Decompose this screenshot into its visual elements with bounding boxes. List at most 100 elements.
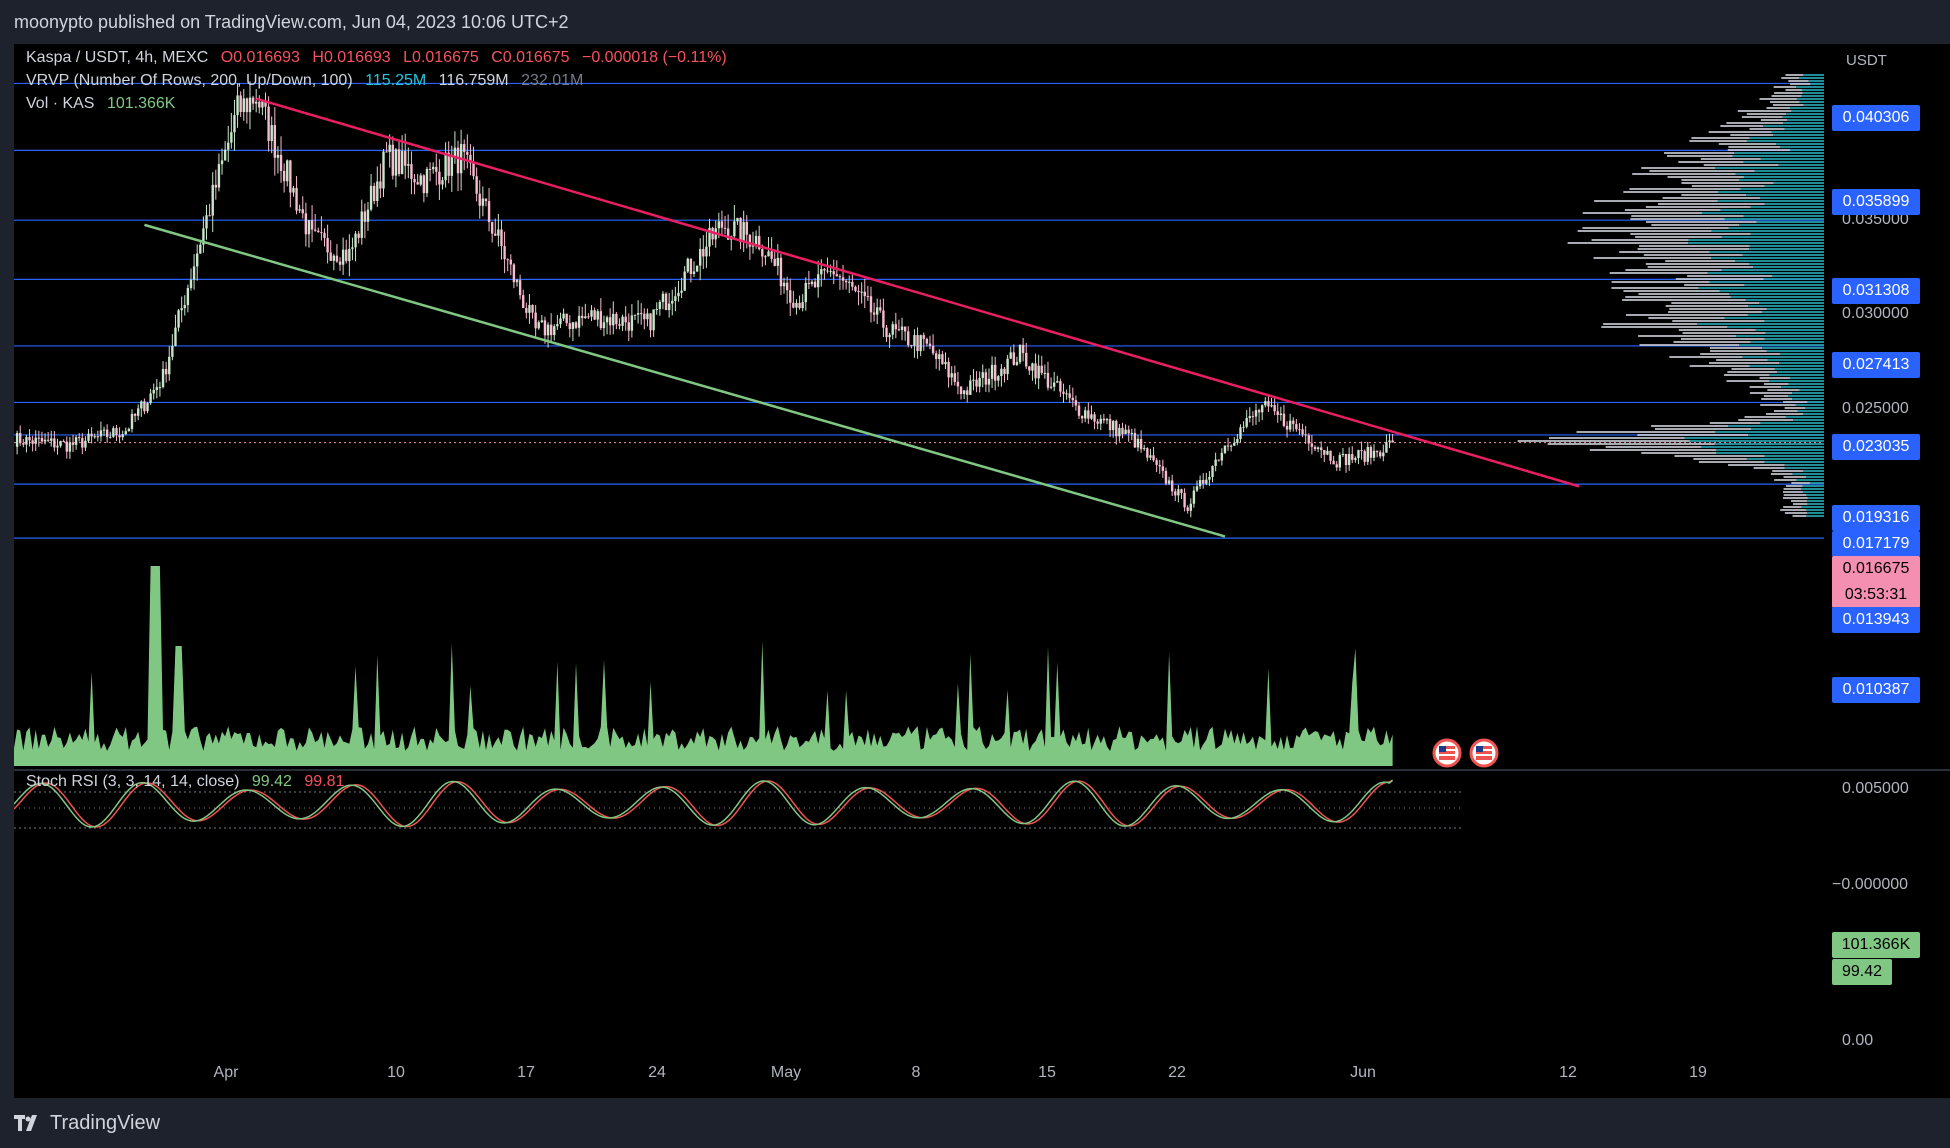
- candle-body: [1040, 365, 1043, 373]
- candle-body: [866, 296, 870, 298]
- vrvp-bar-down: [1517, 440, 1690, 442]
- vrvp-bar-up: [1795, 404, 1824, 406]
- level-tag[interactable]: 0.017179: [1832, 531, 1920, 557]
- candle-body: [518, 280, 522, 296]
- vrvp-bar-down: [1641, 452, 1717, 454]
- symbol-name[interactable]: Kaspa / USDT, 4h, MEXC: [26, 49, 209, 66]
- tradingview-logo[interactable]: TradingView: [14, 1112, 160, 1135]
- candle-body: [351, 247, 354, 249]
- candle-body: [273, 125, 277, 158]
- candle-body: [233, 115, 236, 133]
- vrvp-bar-up: [1736, 335, 1824, 337]
- vrvp-bar-up: [1801, 89, 1824, 91]
- vrvp-bar-down: [1770, 473, 1793, 475]
- level-tag[interactable]: 0.035899: [1832, 189, 1920, 215]
- candle-body: [528, 304, 531, 313]
- candle-body: [1105, 419, 1109, 421]
- vrvp-bar-up: [1750, 206, 1824, 208]
- level-tag[interactable]: 0.010387: [1832, 677, 1920, 703]
- candle-body: [1307, 435, 1310, 444]
- vrvp-bar-down: [1646, 221, 1757, 223]
- candle-body: [764, 256, 767, 258]
- candle-body: [1170, 480, 1174, 492]
- candle-body: [832, 271, 835, 275]
- vrvp-bar-down: [1759, 98, 1797, 100]
- candle-body: [664, 293, 668, 310]
- candle-body: [1245, 418, 1248, 427]
- vrvp-bar-down: [1782, 497, 1808, 499]
- level-tag[interactable]: 0.040306: [1832, 105, 1920, 131]
- vrvp-bar-down: [1567, 242, 1689, 244]
- candle-body: [658, 301, 662, 309]
- candle-body: [109, 436, 112, 438]
- vrvp-bar-up: [1788, 383, 1824, 385]
- vrvp-bar-down: [1691, 185, 1765, 187]
- vrvp-name[interactable]: VRVP (Number Of Rows, 200, Up/Down, 100): [26, 72, 353, 89]
- level-tag[interactable]: 0.013943: [1832, 607, 1920, 633]
- candle-body: [596, 311, 599, 320]
- chart-canvas[interactable]: [14, 44, 1950, 1098]
- stoch-name[interactable]: Stoch RSI (3, 3, 14, 14, close): [26, 773, 240, 790]
- candle-body: [1009, 352, 1012, 359]
- candle-body: [137, 408, 140, 416]
- vrvp-bar-down: [1681, 182, 1774, 184]
- vrvp-bar-up: [1787, 119, 1824, 121]
- candle-body: [481, 198, 485, 206]
- candle-body: [792, 302, 795, 308]
- vrvp-bar-up: [1799, 389, 1824, 391]
- stoch-legend[interactable]: Stoch RSI (3, 3, 14, 14, close) 99.42 99…: [26, 773, 352, 791]
- candle-body: [571, 322, 575, 329]
- vrvp-bar-up: [1764, 455, 1824, 457]
- candle-body: [1205, 479, 1208, 484]
- vrvp-bar-down: [1767, 389, 1800, 391]
- symbol-legend[interactable]: Kaspa / USDT, 4h, MEXC O0.016693 H0.0166…: [26, 49, 735, 67]
- level-tag[interactable]: 0.031308: [1832, 278, 1920, 304]
- date-label: 12: [1559, 1064, 1577, 1081]
- level-tag[interactable]: 0.027413: [1832, 352, 1920, 378]
- candle-body: [608, 317, 612, 326]
- vrvp-bar-up: [1778, 164, 1824, 166]
- vrvp-bar-down: [1651, 425, 1729, 427]
- vrvp-bar-down: [1647, 266, 1754, 268]
- candle-body: [1025, 352, 1028, 367]
- candle-body: [1292, 420, 1295, 424]
- vrvp-bar-down: [1649, 170, 1755, 172]
- candle-body: [1021, 344, 1025, 353]
- candle-body: [1043, 372, 1047, 374]
- current-price-tag[interactable]: 0.016675: [1832, 556, 1920, 582]
- candle-body: [1012, 352, 1016, 365]
- candle-body: [1003, 368, 1006, 375]
- volume-legend[interactable]: Vol · KAS 101.366K: [26, 95, 183, 113]
- volume-name[interactable]: Vol · KAS: [26, 95, 95, 112]
- candle-body: [630, 315, 634, 331]
- level-tag[interactable]: 0.023035: [1832, 434, 1920, 460]
- candle-body: [1332, 460, 1335, 465]
- vrvp-bar-down: [1623, 191, 1719, 193]
- vrvp-bar-up: [1769, 380, 1824, 382]
- vrvp-legend[interactable]: VRVP (Number Of Rows, 200, Up/Down, 100)…: [26, 72, 591, 90]
- candle-body: [633, 314, 637, 316]
- candle-body: [754, 235, 758, 246]
- candle-body: [810, 281, 814, 284]
- candle-body: [885, 327, 888, 338]
- vrvp-bar-up: [1746, 140, 1824, 142]
- vrvp-bar-down: [1601, 326, 1728, 328]
- candle-body: [742, 221, 745, 243]
- level-tag[interactable]: 0.019316: [1832, 505, 1920, 531]
- vrvp-bar-up: [1709, 251, 1824, 253]
- price-tick: 0.025000: [1842, 400, 1909, 417]
- vrvp-bar-up: [1749, 248, 1824, 250]
- candle-body: [854, 286, 857, 291]
- candle-body: [661, 293, 665, 302]
- vrvp-bar-down: [1623, 290, 1720, 292]
- chart-frame[interactable]: Kaspa / USDT, 4h, MEXC O0.016693 H0.0166…: [14, 44, 1950, 1098]
- candle-body: [702, 249, 705, 257]
- vrvp-bar-up: [1808, 80, 1824, 82]
- vrvp-bar-down: [1703, 164, 1779, 166]
- vrvp-bar-down: [1760, 404, 1796, 406]
- candle-body: [276, 154, 280, 158]
- candle-body: [1018, 344, 1022, 363]
- vrvp-bar-up: [1773, 134, 1824, 136]
- candle-body: [1146, 448, 1149, 458]
- candle-body: [425, 168, 429, 194]
